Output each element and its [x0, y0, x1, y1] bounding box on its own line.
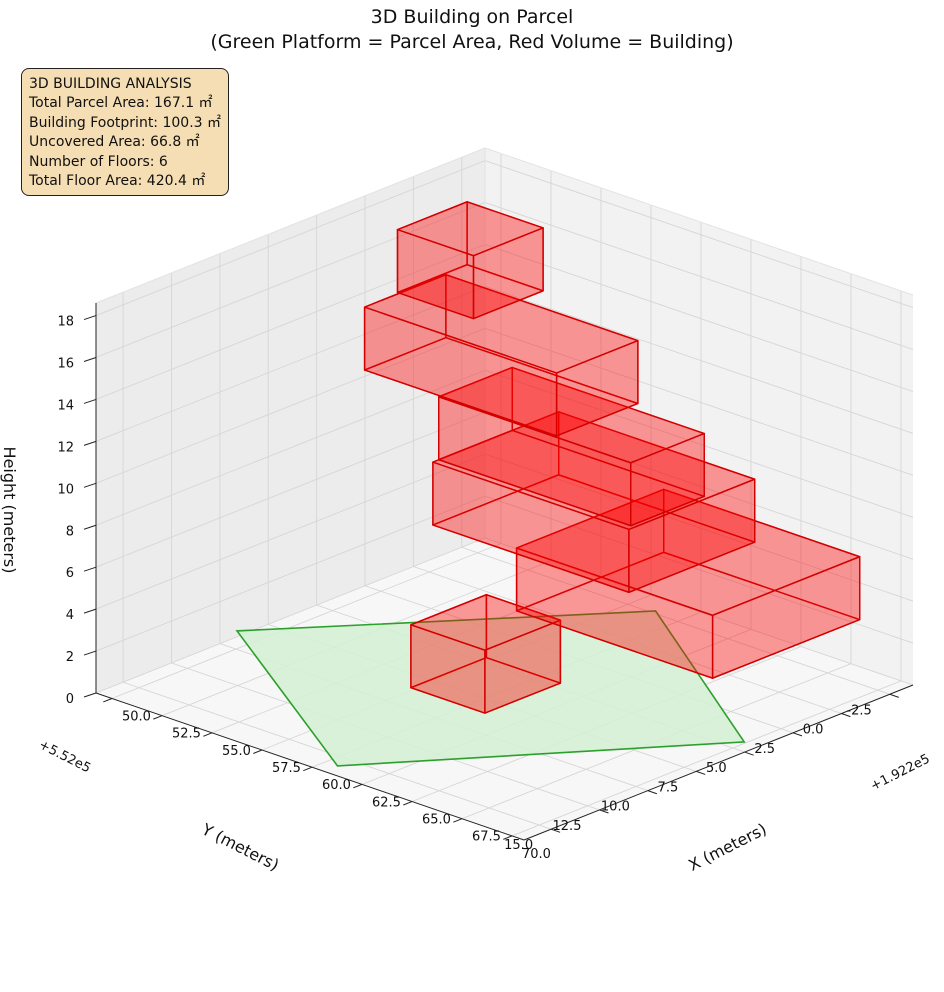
parcel-polygon: [235, 610, 746, 767]
z-tick: [83, 524, 97, 530]
z-tick-label: 16: [57, 357, 74, 372]
y-tick-label: 15.0: [504, 838, 533, 853]
z-tick: [83, 315, 97, 321]
z-tick-label: 12: [57, 440, 74, 455]
y-tick: [647, 790, 658, 795]
x-tick: [103, 698, 113, 703]
chart-title: 3D Building on Parcel: [370, 6, 574, 28]
building-face: [363, 274, 639, 374]
building-block: [438, 366, 705, 527]
y-axis-line: [523, 684, 914, 841]
y-tick: [599, 809, 609, 814]
y-tick-label: -2.5: [846, 703, 871, 718]
z-tick: [83, 566, 97, 572]
z-tick-label: 6: [66, 566, 74, 581]
y-tick: [841, 713, 851, 718]
y-tick: [889, 693, 899, 698]
z-tick: [83, 650, 97, 656]
info-heading: 3D BUILDING ANALYSIS: [29, 76, 192, 92]
z-tick-label: 0: [66, 692, 74, 707]
x-tick-label: 57.5: [272, 761, 301, 776]
x-tick: [403, 801, 413, 806]
z-tick: [83, 608, 97, 614]
y-tick: [792, 732, 803, 737]
y-tick: [696, 770, 706, 775]
x-tick-label: 60.0: [322, 778, 351, 793]
building-block: [363, 274, 639, 437]
building-block: [396, 201, 544, 320]
chart-subtitle: (Green Platform = Parcel Area, Red Volum…: [210, 31, 734, 53]
y-tick: [744, 751, 754, 756]
info-line: Building Footprint: 100.3 ㎡: [29, 114, 222, 131]
back-pane-xz: [485, 148, 913, 685]
info-line: Uncovered Area: 66.8 ㎡: [29, 134, 200, 151]
x-tick-label: 55.0: [222, 744, 251, 759]
z-tick: [83, 692, 97, 698]
info-box: 3D BUILDING ANALYSIS Total Parcel Area: …: [21, 68, 229, 197]
x-tick-label: 50.0: [122, 709, 151, 724]
info-line: Total Parcel Area: 167.1 ㎡: [29, 95, 213, 112]
y-tick-label: 0.0: [803, 723, 824, 738]
building-face: [438, 366, 705, 464]
z-axis-title: Height (meters): [0, 447, 19, 574]
z-tick-label: 14: [57, 398, 74, 413]
y-tick-label: 5.0: [706, 761, 727, 776]
y-tick-label: 10.0: [601, 800, 630, 815]
building-face: [396, 201, 544, 257]
x-axis-line: [95, 692, 525, 841]
x-tick: [453, 818, 463, 823]
z-tick-label: 10: [57, 482, 74, 497]
x-tick-label: 67.5: [472, 830, 501, 845]
y-tick-label: 7.5: [658, 780, 679, 795]
x-tick-label: 65.0: [422, 813, 451, 828]
parcel-layer: [235, 610, 746, 767]
x-tick: [303, 766, 313, 772]
building-block: [432, 411, 756, 593]
x-tick-label: 70.0: [522, 847, 551, 862]
y-tick-label: 2.5: [754, 742, 775, 757]
z-tick: [83, 357, 97, 362]
x-tick: [203, 732, 213, 737]
building-layer: [363, 201, 861, 714]
z-tick-label: 18: [57, 315, 74, 330]
z-tick-label: 4: [66, 608, 74, 623]
x-offset-label: +1.922e5: [868, 752, 932, 795]
building-block: [515, 488, 861, 679]
y-tick-label: 12.5: [553, 819, 582, 834]
x-tick: [153, 715, 163, 720]
y-offset-label: +5.52e5: [36, 737, 93, 776]
x-axis-title: X (meters): [685, 819, 769, 875]
z-tick-label: 8: [66, 524, 74, 539]
y-tick: [550, 828, 561, 833]
z-tick: [83, 440, 97, 446]
info-line: Number of Floors: 6: [29, 153, 168, 170]
x-tick: [503, 835, 513, 840]
x-tick-label: 62.5: [372, 795, 401, 810]
z-tick-label: 2: [66, 650, 74, 665]
axis-panes: [96, 148, 913, 840]
back-pane-yz: [96, 148, 485, 693]
z-tick: [83, 398, 97, 404]
info-line: Total Floor Area: 420.4 ㎡: [29, 173, 206, 190]
x-tick: [353, 783, 363, 789]
x-tick: [253, 749, 263, 754]
z-tick: [83, 482, 97, 488]
y-axis-title: Y (meters): [198, 819, 282, 874]
x-tick-label: 52.5: [172, 727, 201, 742]
